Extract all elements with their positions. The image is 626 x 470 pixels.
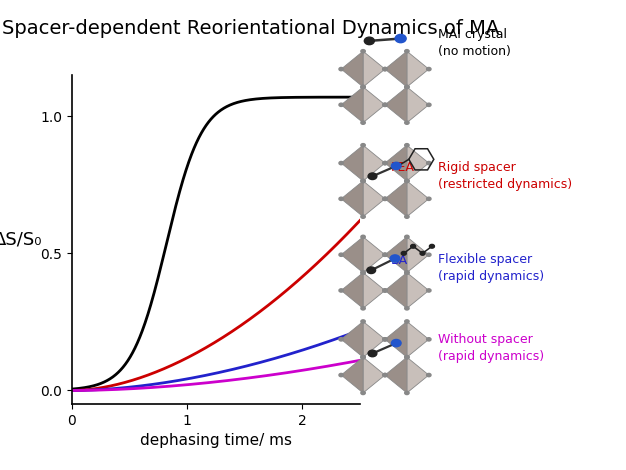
Text: (rapid dynamics): (rapid dynamics) xyxy=(438,270,545,283)
Text: Without spacer: Without spacer xyxy=(438,333,533,346)
Text: Spacer-dependent Reorientational Dynamics of MA: Spacer-dependent Reorientational Dynamic… xyxy=(2,19,499,38)
Text: BA: BA xyxy=(391,254,408,267)
Text: (rapid dynamics): (rapid dynamics) xyxy=(438,350,545,363)
Text: (restricted dynamics): (restricted dynamics) xyxy=(438,178,572,191)
Y-axis label: ΔS/S₀: ΔS/S₀ xyxy=(0,231,43,249)
Text: Flexible spacer: Flexible spacer xyxy=(438,253,532,266)
Text: Rigid spacer: Rigid spacer xyxy=(438,161,516,174)
X-axis label: dephasing time/ ms: dephasing time/ ms xyxy=(140,433,292,448)
Text: (no motion): (no motion) xyxy=(438,45,511,58)
Text: MAI crystal: MAI crystal xyxy=(438,28,507,41)
Text: PEA: PEA xyxy=(391,161,415,174)
